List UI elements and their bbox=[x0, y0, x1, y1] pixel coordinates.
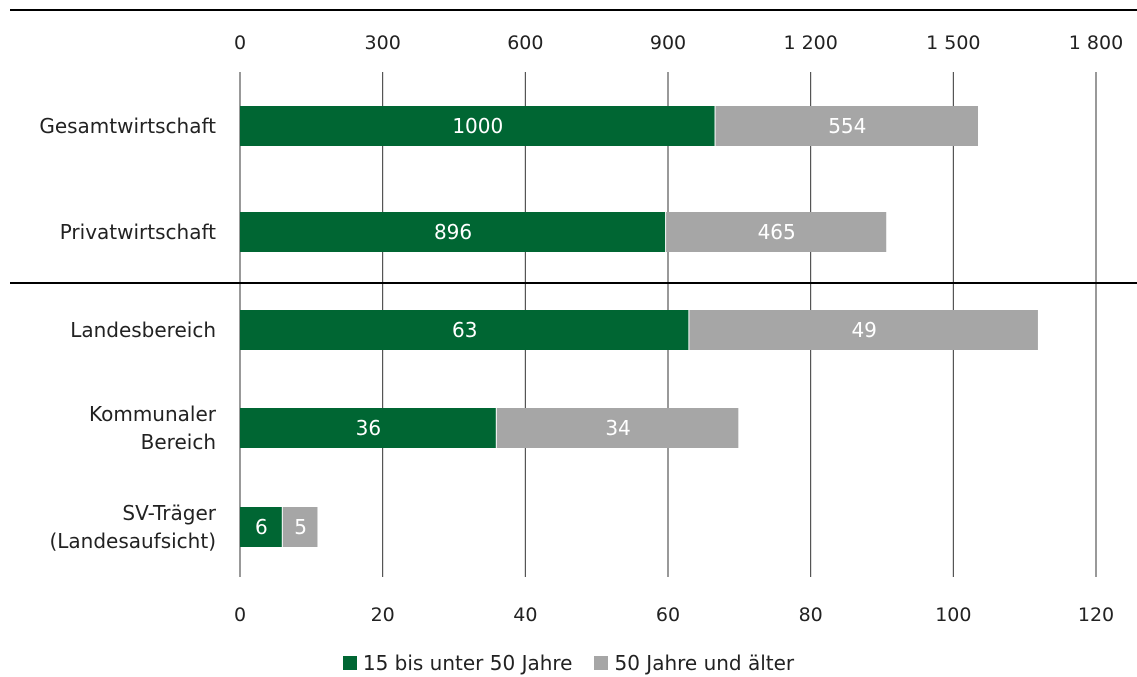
bottom-tick-label: 60 bbox=[656, 604, 680, 626]
category-label: SV-Träger bbox=[122, 501, 216, 525]
data-label: 465 bbox=[758, 220, 796, 244]
category-label: Kommunaler bbox=[89, 402, 217, 426]
data-label: 554 bbox=[828, 114, 866, 138]
data-label: 896 bbox=[434, 220, 472, 244]
top-tick-label: 1 800 bbox=[1069, 32, 1123, 54]
data-label: 5 bbox=[294, 515, 307, 539]
category-label: Gesamtwirtschaft bbox=[39, 114, 216, 138]
top-tick-label: 1 500 bbox=[926, 32, 980, 54]
data-label: 63 bbox=[452, 318, 477, 342]
bottom-tick-label: 100 bbox=[935, 604, 971, 626]
bar-segment bbox=[689, 310, 1038, 350]
bar-segment bbox=[240, 310, 689, 350]
data-label: 6 bbox=[255, 515, 268, 539]
top-tick-label: 600 bbox=[507, 32, 543, 54]
legend-label-young: 15 bis unter 50 Jahre bbox=[362, 651, 573, 675]
legend-item-young: 15 bis unter 50 Jahre bbox=[342, 651, 573, 675]
bar-segment bbox=[282, 507, 318, 547]
top-tick-label: 300 bbox=[365, 32, 401, 54]
top-tick-label: 1 200 bbox=[783, 32, 837, 54]
category-labels: Gesamtwirtschaft Privatwirtschaft Landesbe… bbox=[39, 114, 216, 553]
data-label: 34 bbox=[605, 416, 630, 440]
category-label: Landesbereich bbox=[70, 318, 216, 342]
bottom-tick-label: 80 bbox=[799, 604, 823, 626]
category-label: Bereich bbox=[141, 430, 216, 454]
top-tick-label: 900 bbox=[650, 32, 686, 54]
bar-segment bbox=[715, 106, 979, 146]
legend-label-old: 50 Jahre und älter bbox=[614, 651, 795, 675]
data-label: 36 bbox=[356, 416, 381, 440]
legend-swatch-young bbox=[342, 656, 357, 670]
category-label: (Landesaufsicht) bbox=[49, 529, 216, 553]
data-label: 49 bbox=[851, 318, 876, 342]
data-label: 1000 bbox=[452, 114, 503, 138]
legend-swatch-old bbox=[594, 656, 609, 670]
bar-segment bbox=[240, 408, 496, 448]
bar-segment bbox=[240, 507, 282, 547]
bottom-tick-label: 20 bbox=[371, 604, 395, 626]
section-dividers bbox=[10, 9, 1137, 284]
bar-segment bbox=[496, 408, 739, 448]
bar-segment bbox=[240, 212, 666, 252]
stacked-bar-chart: 0 300 600 900 1 200 1 500 1 800 0 20 40 60 80 100 12… bbox=[10, 9, 1137, 626]
top-axis-ticks: 0 300 600 900 1 200 1 500 1 800 bbox=[234, 32, 1123, 54]
bottom-tick-label: 40 bbox=[513, 604, 537, 626]
bottom-tick-label: 120 bbox=[1078, 604, 1114, 626]
category-label: Privatwirtschaft bbox=[60, 220, 216, 244]
bottom-axis-ticks: 0 20 40 60 80 100 120 bbox=[234, 604, 1114, 626]
legend: 15 bis unter 50 Jahre 50 Jahre und älter bbox=[0, 649, 1137, 677]
legend-item-old: 50 Jahre und älter bbox=[594, 651, 794, 675]
bars: 1000 554 896 465 63 49 36 34 6 5 bbox=[240, 106, 1038, 547]
bar-segment bbox=[240, 106, 715, 146]
top-tick-label: 0 bbox=[234, 32, 246, 54]
bottom-tick-label: 0 bbox=[234, 604, 246, 626]
bar-segment bbox=[666, 212, 887, 252]
